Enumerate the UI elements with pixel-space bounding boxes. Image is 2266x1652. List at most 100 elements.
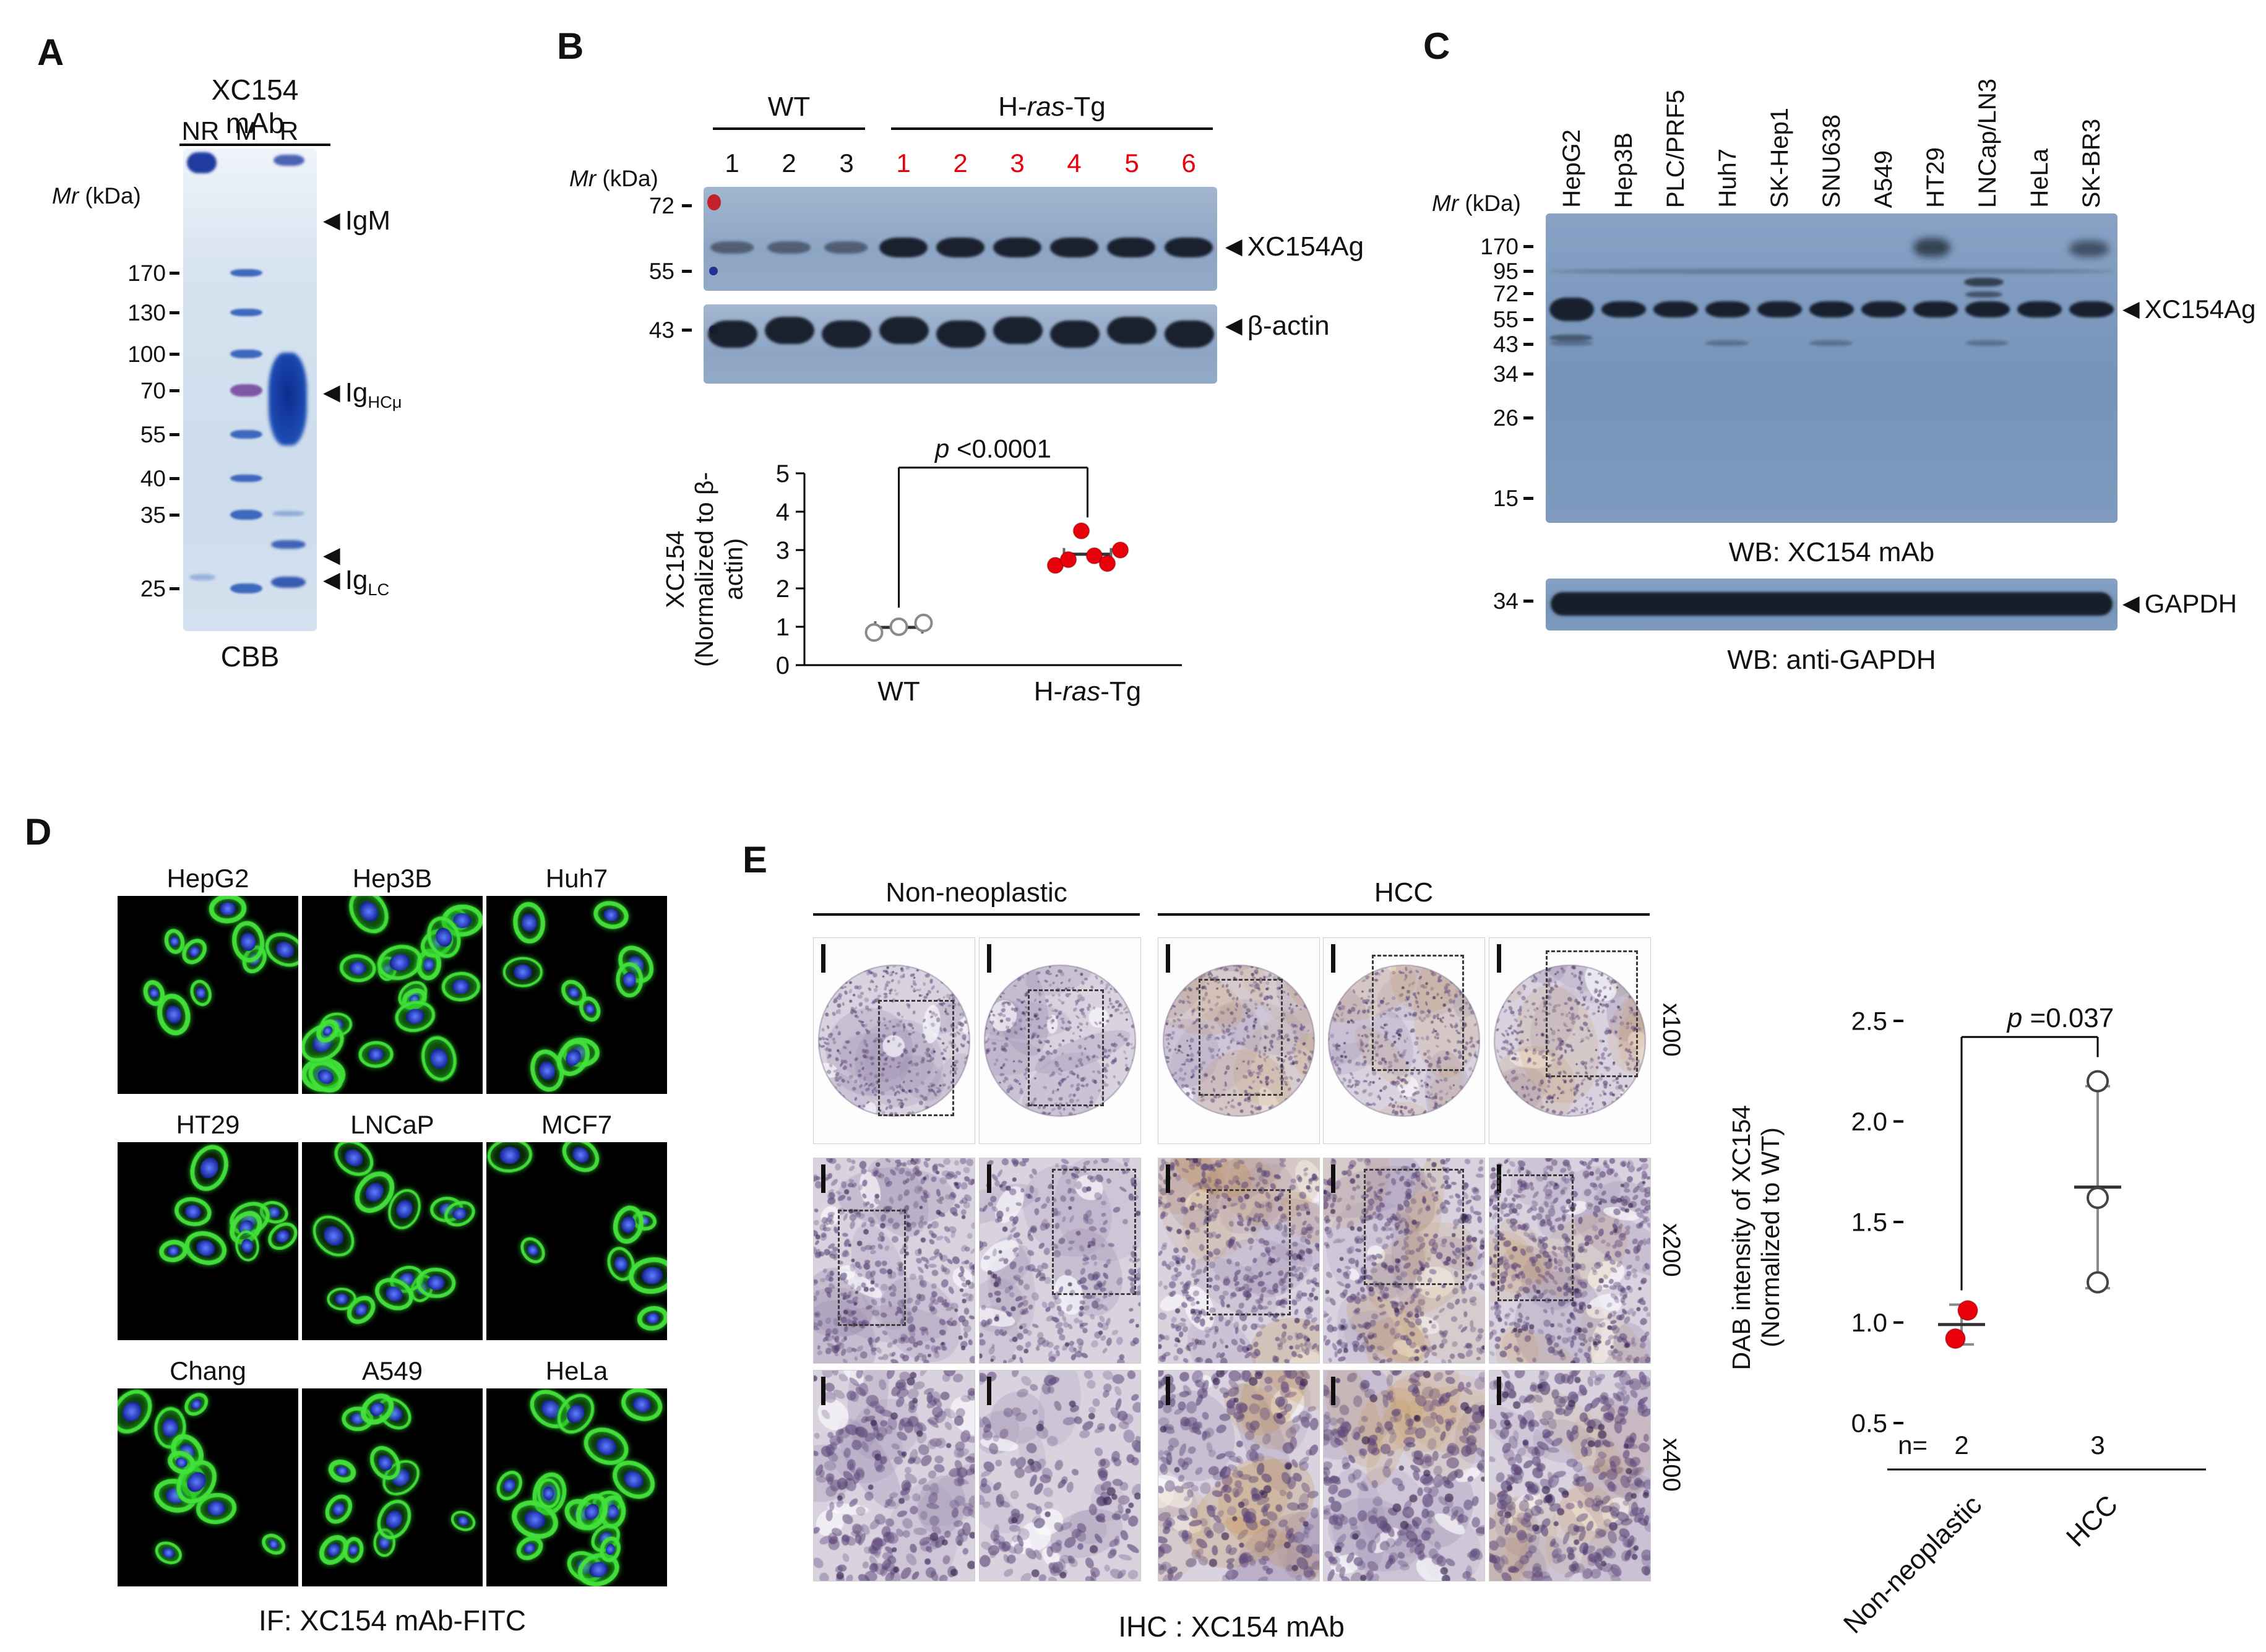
band bbox=[1165, 238, 1213, 257]
svg-text:Non-neoplastic: Non-neoplastic bbox=[1838, 1489, 1988, 1639]
scale-bar bbox=[987, 1377, 991, 1405]
mw-34-gapdh: 34 bbox=[1493, 588, 1519, 614]
band bbox=[1809, 340, 1853, 346]
mw-25: 25 bbox=[140, 576, 166, 601]
band bbox=[1549, 340, 1593, 346]
mr-kda-label: Mr (kDa) bbox=[569, 166, 658, 191]
mw-70: 70 bbox=[140, 378, 166, 403]
scale-bar bbox=[1331, 1164, 1335, 1193]
ihc-image bbox=[813, 937, 975, 1144]
if-image-huh7 bbox=[486, 896, 667, 1094]
lane-label-m: M bbox=[235, 116, 257, 145]
if-label-hepg2: HepG2 bbox=[166, 864, 249, 893]
mw-tick bbox=[1523, 416, 1533, 419]
svg-text:5: 5 bbox=[776, 460, 790, 488]
band bbox=[1549, 298, 1594, 321]
actin-blot-image bbox=[704, 304, 1217, 384]
arrowhead-icon: ◀ bbox=[323, 207, 340, 233]
ihc-image bbox=[1158, 1370, 1320, 1581]
roi-box bbox=[1028, 989, 1104, 1106]
mw-130: 130 bbox=[127, 300, 166, 325]
tg-lane-6: 6 bbox=[1181, 148, 1196, 178]
band bbox=[1165, 321, 1214, 348]
arrowhead-icon: ◀ bbox=[1225, 233, 1243, 259]
panel-e-label: E bbox=[743, 839, 768, 880]
band bbox=[1601, 301, 1646, 317]
band bbox=[1050, 321, 1100, 348]
dab-intensity-chart: 0.5 1.0 1.5 2.0 2.5 p =0.037 Non-neoplastic HCC… bbox=[1838, 1003, 2206, 1640]
mw-tick bbox=[1523, 292, 1533, 295]
cell-line-lncap: LNCap/LN3 bbox=[1973, 78, 2001, 208]
band bbox=[1861, 301, 1906, 317]
dab-intensity-chart-area: DAB intensity of XC154 (Normalized to WT)… bbox=[1720, 866, 2259, 1646]
band bbox=[187, 152, 217, 173]
svg-text:2.5: 2.5 bbox=[1851, 1007, 1887, 1036]
band bbox=[230, 510, 262, 520]
band bbox=[993, 238, 1041, 257]
scale-bar bbox=[1331, 1377, 1335, 1405]
ihc-image bbox=[1323, 937, 1485, 1144]
scale-bar bbox=[821, 944, 825, 973]
ihc-image bbox=[1158, 937, 1320, 1144]
scale-bar bbox=[987, 1164, 991, 1193]
roi-box bbox=[1546, 950, 1638, 1078]
roi-box bbox=[1207, 1189, 1291, 1316]
ighc-annotation: ◀ IgHCμ bbox=[323, 377, 402, 411]
hras-tg-group-header: H-ras-Tg bbox=[891, 92, 1213, 130]
band bbox=[1551, 592, 2113, 616]
panel-a-caption: CBB bbox=[220, 640, 280, 673]
svg-text:3: 3 bbox=[2090, 1430, 2104, 1460]
cell-line-snu638: SNU638 bbox=[1817, 114, 1845, 208]
arrowhead-icon: ◀ bbox=[2122, 590, 2140, 616]
roi-box bbox=[1372, 954, 1464, 1072]
mw-tick bbox=[1523, 245, 1533, 248]
cell-line-hep3b: Hep3B bbox=[1609, 132, 1637, 208]
band bbox=[1913, 301, 1958, 317]
panel-d-caption: IF: XC154 mAb-FITC bbox=[259, 1604, 526, 1637]
cell-line-ht29: HT29 bbox=[1921, 147, 1949, 208]
wt-group-header: WT bbox=[713, 92, 865, 130]
svg-text:p =0.037: p =0.037 bbox=[2006, 1003, 2114, 1033]
mw-72: 72 bbox=[648, 193, 674, 218]
band bbox=[879, 238, 928, 257]
mw-tick bbox=[170, 433, 179, 436]
band bbox=[271, 577, 306, 588]
mw-tick bbox=[1523, 372, 1533, 376]
gapdh-blot-image bbox=[1546, 579, 2117, 630]
roi-box bbox=[838, 1209, 906, 1326]
panel-a-title: XC154 mAb bbox=[179, 73, 330, 146]
scale-bar bbox=[821, 1377, 825, 1405]
cell-line-hepg2: HepG2 bbox=[1557, 129, 1585, 208]
gapdh-band-label: ◀ GAPDH bbox=[2122, 589, 2238, 618]
ihc-row2 bbox=[813, 1158, 1651, 1364]
xc154-mab-blot-image bbox=[1546, 213, 2117, 523]
xc154-quantification-chart: 0 1 2 3 4 5 p <0.0001 WT H-ras-Tg bbox=[776, 434, 1182, 707]
hcc-header: HCC bbox=[1158, 877, 1650, 916]
svg-text:0.5: 0.5 bbox=[1851, 1409, 1887, 1438]
band bbox=[1705, 301, 1750, 317]
if-row3-images bbox=[118, 1388, 667, 1586]
if-row2-images bbox=[118, 1142, 667, 1340]
band bbox=[189, 574, 215, 580]
if-row3-labels: Chang A549 HeLa bbox=[118, 1356, 667, 1386]
band bbox=[710, 241, 754, 254]
mw-tick bbox=[170, 272, 179, 275]
if-image-lncap bbox=[302, 1142, 483, 1340]
band bbox=[936, 238, 984, 257]
xc154ag-blot-image bbox=[704, 187, 1217, 291]
if-label-lncap: LNCaP bbox=[350, 1110, 434, 1139]
mr-kda-label: Mr (kDa) bbox=[1432, 191, 1521, 216]
scale-bar bbox=[1497, 944, 1501, 973]
cell-line-a549: A549 bbox=[1869, 150, 1897, 208]
cell-line-hela: HeLa bbox=[2025, 148, 2053, 208]
mw-tick bbox=[1523, 318, 1533, 321]
svg-text:3: 3 bbox=[776, 537, 790, 564]
ihc-row1 bbox=[813, 937, 1651, 1144]
igm-annotation: ◀ IgM bbox=[323, 205, 391, 236]
ihc-image bbox=[979, 1158, 1141, 1364]
band bbox=[272, 511, 304, 516]
cell-line-skhep1: SK-Hep1 bbox=[1765, 107, 1793, 208]
band bbox=[1549, 335, 1593, 341]
actin-band-label: ◀ β-actin bbox=[1225, 311, 1330, 341]
svg-text:H-ras-Tg: H-ras-Tg bbox=[1034, 676, 1142, 707]
